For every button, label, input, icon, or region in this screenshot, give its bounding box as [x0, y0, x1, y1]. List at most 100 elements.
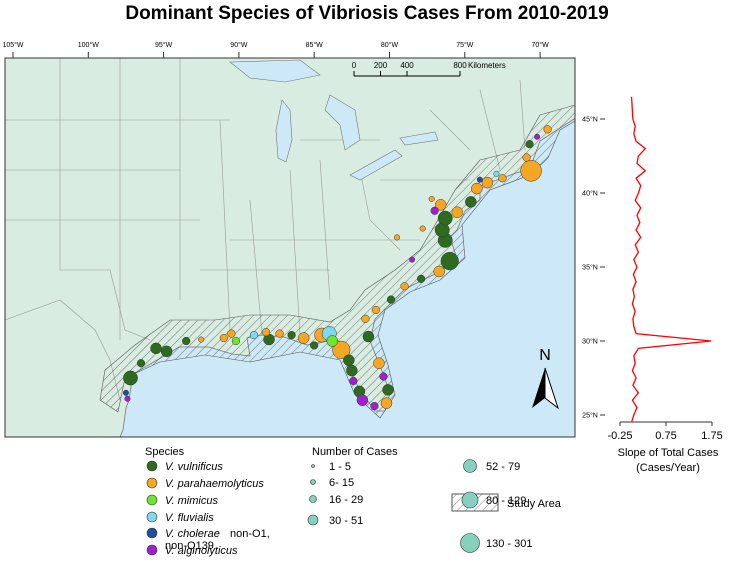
site [419, 225, 426, 232]
site [380, 397, 393, 409]
site [428, 195, 435, 202]
cases-label: 130 - 301 [486, 538, 532, 550]
site [349, 376, 358, 386]
scale-label: 200 [374, 61, 388, 70]
y-tick-label: 35°N [582, 264, 598, 272]
species-swatch [146, 511, 158, 523]
site [361, 314, 370, 323]
cases-swatch [461, 491, 479, 509]
lon-tick-label: 100°W [78, 41, 99, 49]
site [409, 256, 416, 263]
site [231, 336, 240, 346]
species-label: V. mimicus [165, 495, 218, 507]
site [433, 265, 445, 278]
site [373, 357, 385, 369]
site [182, 336, 191, 346]
cases-label: 1 - 5 [329, 461, 351, 473]
site [122, 389, 129, 396]
site [543, 125, 552, 134]
x-tick-label: 1.75 [701, 430, 722, 442]
cases-label: 16 - 29 [329, 494, 363, 506]
cases-title: Number of Cases [312, 446, 398, 458]
x-tick-label: 0.75 [655, 430, 676, 442]
species-swatch [146, 527, 158, 539]
site [287, 330, 296, 340]
site [430, 206, 439, 215]
site [481, 176, 494, 189]
site [465, 196, 477, 208]
site [386, 295, 396, 304]
x-tick-label: -0.25 [607, 430, 632, 442]
site [382, 384, 394, 396]
site [471, 182, 483, 195]
scale-label: 0 [352, 61, 357, 70]
site [332, 340, 351, 359]
great-lakes [229, 59, 439, 181]
site [417, 274, 426, 283]
site [160, 345, 173, 358]
scale-label: 800 [453, 61, 467, 70]
site [379, 372, 388, 381]
site [310, 341, 319, 350]
site [493, 170, 500, 177]
study-area-label: Study Area [507, 498, 562, 510]
species-label: V. fluvialis [165, 512, 214, 524]
species-swatch [146, 544, 158, 556]
site [371, 305, 381, 315]
species-swatch [146, 477, 158, 489]
study-area [99, 104, 575, 419]
cases-swatch [307, 514, 319, 526]
site [522, 153, 531, 162]
site [525, 140, 534, 149]
cases-label: 52 - 79 [486, 461, 520, 473]
lon-tick-label: 105°W [2, 41, 23, 49]
cases-label: 6- 15 [329, 477, 354, 489]
scale-bar: 0 200 400 800 Kilometers [352, 61, 506, 77]
species-swatch [146, 460, 158, 472]
cases-label: 30 - 51 [329, 515, 363, 527]
slope-line [630, 96, 712, 423]
site [343, 354, 355, 366]
site [400, 282, 409, 291]
species-label: V. vulnificus [165, 461, 223, 473]
cases-swatch [311, 464, 315, 468]
species-label-rest: non-O1, non-O139 [165, 528, 270, 552]
site [227, 329, 236, 338]
site [437, 210, 453, 226]
site [440, 252, 459, 271]
site [249, 330, 259, 340]
site [261, 328, 271, 337]
species-label: V. parahaemolyticus [165, 478, 264, 490]
site [198, 336, 205, 343]
cases-swatch [460, 533, 480, 553]
north-arrow: N [532, 347, 559, 410]
site [498, 174, 507, 183]
lon-tick-label: 80°W [381, 41, 399, 49]
site [394, 234, 401, 241]
map [5, 58, 575, 437]
cases-swatch [310, 479, 316, 485]
species-label: V. cholerae [165, 528, 220, 540]
y-tick-label: 25°N [582, 412, 598, 420]
y-tick-label: 45°N [582, 116, 598, 124]
site [434, 199, 447, 211]
cases-swatch [463, 459, 477, 473]
legend: Species Number of Cases Study Area V. vu… [145, 446, 562, 557]
map-frame [4, 57, 576, 438]
site [297, 332, 310, 344]
cases-swatch [309, 495, 317, 503]
site [124, 395, 131, 402]
site [219, 333, 228, 343]
site [451, 206, 464, 218]
lon-tick-label: 95°W [155, 41, 173, 49]
slope-chart: -0.25 0.75 1.75 45°N 40°N 35°N 30°N 25°N Slope o… [582, 96, 723, 474]
site [136, 359, 146, 368]
species-swatch [146, 494, 158, 506]
y-tick-label: 40°N [582, 190, 598, 198]
scale-label: 400 [400, 61, 414, 70]
lon-tick-label: 90°W [230, 41, 248, 49]
site [520, 160, 542, 182]
lon-tick-label: 70°W [531, 41, 549, 49]
x-axis-label: Slope of Total Cases [618, 447, 719, 459]
